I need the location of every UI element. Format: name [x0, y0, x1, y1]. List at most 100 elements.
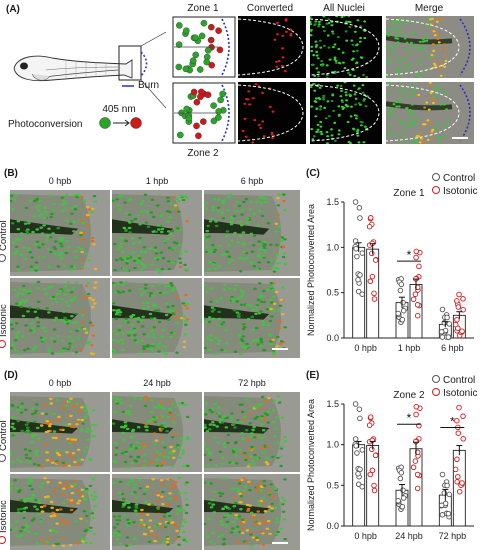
legend-c: Control Isotonic [432, 172, 477, 198]
significance-star: * [407, 411, 412, 425]
x-tick-label: 1 hpb [398, 343, 421, 353]
legend-e: Control Isotonic [432, 374, 477, 400]
legend-control-marker [432, 173, 440, 181]
d-row-control-label: Control [0, 420, 9, 462]
data-point [455, 304, 462, 310]
y-axis-label: Normalized Photoconverted Area [306, 399, 316, 531]
zone1-schematic [172, 16, 236, 78]
y-axis-label: Normalized Photoconverted Area [306, 204, 316, 336]
legend-e-isotonic: Isotonic [432, 387, 477, 400]
data-point [455, 473, 461, 480]
data-point [395, 310, 401, 317]
chart-title: Zone 1 [393, 188, 425, 199]
data-point [398, 281, 405, 288]
data-point [399, 316, 406, 323]
zone2-all-nuclei-image [310, 82, 382, 144]
data-point [410, 464, 417, 471]
x-tick-label: 6 hpb [441, 343, 464, 353]
data-point [359, 291, 365, 297]
data-point [454, 479, 460, 485]
data-point [460, 296, 466, 302]
data-point [459, 328, 465, 334]
data-point [352, 436, 359, 442]
data-point [438, 502, 445, 509]
data-point [367, 278, 374, 285]
d-time-0: 0 hpb [48, 378, 72, 388]
y-tick-label: 0.5 [326, 480, 339, 490]
data-point [414, 284, 421, 291]
zone1-title: Zone 1 [187, 3, 219, 14]
d-time-1: 24 hpb [143, 378, 171, 388]
x-tick-label: 72 hpb [439, 531, 467, 541]
data-point [371, 487, 378, 494]
b-row-control: Control [0, 220, 9, 251]
data-point [413, 411, 419, 418]
y-tick-label: 0.0 [326, 521, 339, 531]
zone1-all-nuclei-image [310, 16, 382, 78]
data-point [352, 199, 359, 205]
y-tick-label: 1.5 [326, 197, 339, 207]
data-point [446, 321, 453, 327]
data-point [400, 495, 407, 501]
data-point [452, 466, 459, 473]
col-converted-title: Converted [246, 3, 294, 14]
chart-title: Zone 2 [393, 390, 425, 401]
data-point [397, 475, 404, 482]
y-tick-label: 1.5 [326, 399, 339, 409]
data-point [444, 482, 450, 489]
panel-d-letter: (D) [4, 370, 18, 381]
d-row-control: Control [0, 420, 9, 451]
scale-bar-d [272, 542, 288, 544]
zone2-converted-image [238, 82, 306, 144]
data-point [395, 497, 401, 504]
significance-star: * [407, 248, 412, 262]
data-point [446, 491, 453, 498]
data-point [371, 296, 378, 302]
d-control-0hpb-image [10, 392, 110, 472]
panel-e-letter: (E) [306, 370, 320, 381]
y-tick-label: 0.5 [326, 288, 339, 298]
b-isotonic-0hpb-image [10, 278, 110, 358]
data-point [439, 512, 446, 518]
b-row-isotonic-label: Isotonic [0, 304, 9, 348]
zone2-title: Zone 2 [187, 148, 219, 159]
data-point [398, 469, 405, 476]
y-tick-label: 1.0 [326, 440, 339, 450]
data-point [397, 287, 404, 294]
x-tick-label: 0 hpb [354, 343, 377, 353]
larva-illustration [13, 31, 166, 109]
data-point [445, 334, 452, 340]
data-point [369, 446, 375, 453]
data-point [410, 296, 417, 302]
data-point [354, 450, 360, 456]
col-all-nuclei-title: All Nuclei [323, 3, 365, 14]
d-row-isotonic: Isotonic [0, 500, 9, 533]
b-row-isotonic: Isotonic [0, 304, 9, 337]
data-point [356, 406, 363, 412]
data-point [371, 482, 377, 489]
data-point [400, 487, 406, 493]
data-point [439, 471, 446, 478]
data-point [354, 253, 360, 260]
panel-b-letter: (B) [4, 168, 18, 179]
data-point [400, 307, 407, 314]
d-control-72hpb-image [204, 392, 300, 472]
data-point [353, 245, 359, 252]
data-point [372, 257, 379, 263]
d-isotonic-0hpb-image [10, 474, 110, 550]
data-point [438, 329, 445, 335]
b-time-1: 1 hpb [145, 176, 169, 186]
panel-c-letter: (C) [306, 168, 320, 179]
data-point [366, 223, 373, 230]
legend-e-isotonic-label: Isotonic [443, 388, 478, 399]
legend-control-marker [432, 375, 440, 383]
d-isotonic-72hpb-image [204, 474, 300, 550]
data-point [414, 312, 421, 319]
data-point [371, 290, 377, 297]
data-point [359, 447, 366, 453]
x-tick-label: 0 hpb [354, 531, 377, 541]
data-point [353, 443, 359, 449]
data-point [454, 316, 460, 323]
data-point [369, 250, 375, 257]
data-point [459, 480, 465, 486]
